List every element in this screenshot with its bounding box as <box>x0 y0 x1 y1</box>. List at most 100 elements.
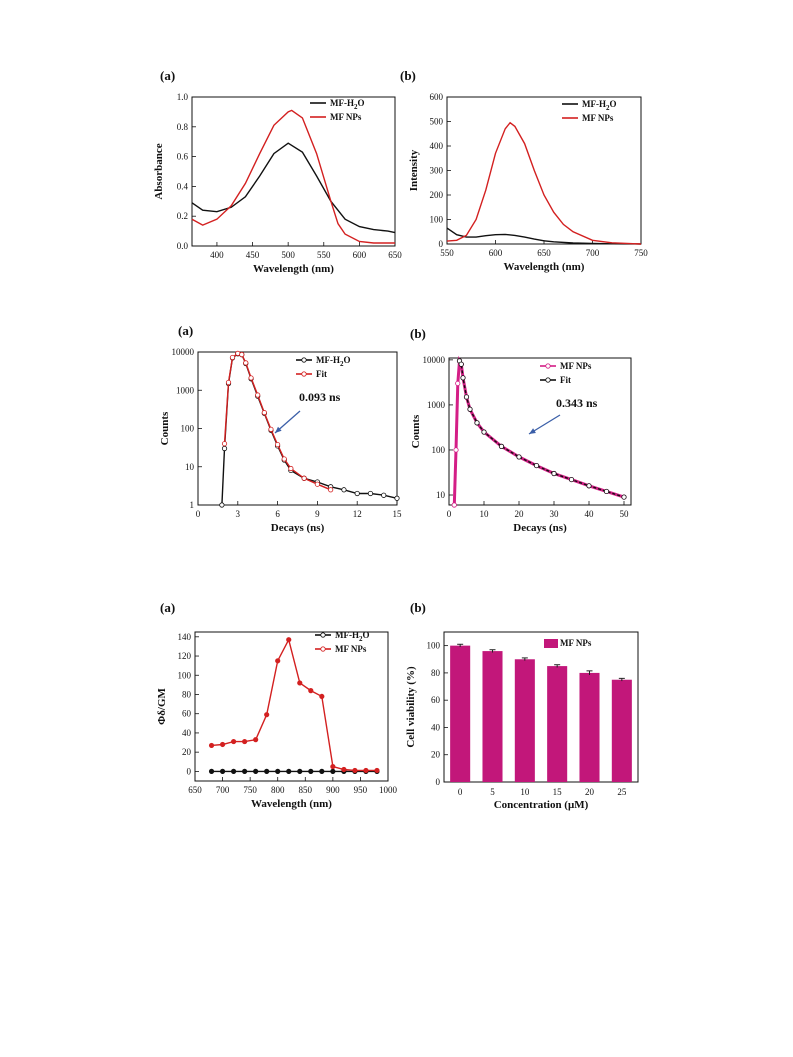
lifetime-annotation: 0.343 ns <box>556 396 598 410</box>
y-axis-title: Counts <box>410 414 422 448</box>
data-point <box>330 768 336 774</box>
legend-label-main: MF NPs <box>560 361 592 371</box>
chart-panel-4: (a) 0 20 40 60 80 100 120 140 650 700 750 800 850 900 9… <box>156 600 398 810</box>
data-point <box>253 768 259 774</box>
data-point <box>374 767 380 774</box>
data-point <box>314 481 320 487</box>
legend-marker <box>545 377 551 383</box>
y-tick-label: 0 <box>436 777 441 787</box>
data-point <box>453 447 459 453</box>
series-line <box>458 360 625 498</box>
x-tick-label: 6 <box>275 509 280 519</box>
data-point <box>308 688 314 694</box>
legend-marker <box>545 363 551 369</box>
legend-label: MF NPs <box>560 638 592 648</box>
data-point <box>341 766 347 773</box>
legend-label-main: MF-H <box>582 99 606 109</box>
chart-panel-5: (b) 0 20 40 60 80 100 0 5 10 15 20 25 Concentration (… <box>405 600 639 811</box>
y-tick-label: 10000 <box>172 347 195 357</box>
x-tick-label: 550 <box>317 250 331 260</box>
y-tick-label: 60 <box>431 695 441 705</box>
data-point <box>394 495 400 501</box>
data-point <box>261 410 267 416</box>
x-tick-label: 0 <box>447 509 452 519</box>
data-point <box>286 637 292 643</box>
y-tick-label: 20 <box>182 747 192 757</box>
plot-frame <box>194 631 389 782</box>
x-tick-label: 750 <box>243 785 257 795</box>
data-point <box>275 768 281 774</box>
data-point <box>381 492 387 498</box>
x-tick-label: 600 <box>489 248 503 258</box>
y-tick-label: 1000 <box>427 400 446 410</box>
x-tick-label: 12 <box>353 509 362 519</box>
legend-label-sub: 2 <box>340 360 344 368</box>
data-point <box>458 361 464 367</box>
y-axis-title: Cell viability (%) <box>405 666 417 748</box>
plot-frame <box>443 631 639 783</box>
data-point <box>208 742 215 749</box>
y-tick-label: 0 <box>439 239 444 249</box>
panel-label: (b) <box>410 600 426 615</box>
data-point <box>264 768 270 774</box>
bar <box>514 659 535 782</box>
series-line <box>191 109 395 244</box>
data-point <box>243 360 249 366</box>
x-tick-label: 40 <box>585 509 595 519</box>
legend-label: MF-H2O <box>582 99 617 112</box>
data-point <box>253 737 259 743</box>
data-point <box>451 502 457 508</box>
x-tick-label: 25 <box>617 787 627 797</box>
x-tick-label: 30 <box>550 509 560 519</box>
y-axis-title: Counts <box>159 411 171 445</box>
legend-label-tail: O <box>344 355 351 365</box>
panel-label: (a) <box>160 68 175 83</box>
legend-label: MF NPs <box>560 361 592 371</box>
data-point <box>221 441 228 447</box>
series-line <box>452 355 625 506</box>
x-tick-label: 400 <box>210 250 224 260</box>
y-tick-label: 10 <box>185 462 195 472</box>
legend-marker <box>301 357 307 363</box>
data-point <box>208 768 215 774</box>
x-tick-label: 650 <box>188 785 202 795</box>
legend-label: MF NPs <box>582 113 614 123</box>
data-point <box>533 462 540 469</box>
data-point <box>463 394 470 400</box>
lifetime-annotation: 0.093 ns <box>299 390 341 404</box>
legend-label-main: MF NPs <box>560 638 592 648</box>
chart-panel-0: (a) 0.0 0.2 0.4 0.6 0.8 1.0 400 450 500 550 600 650 W… <box>153 68 402 275</box>
x-tick-label: 15 <box>553 787 563 797</box>
data-point <box>229 354 236 361</box>
legend-label: MF-H2O <box>335 630 370 643</box>
y-tick-label: 1 <box>190 500 195 510</box>
data-point <box>586 483 592 489</box>
data-point <box>274 441 281 448</box>
data-point <box>319 693 325 700</box>
y-tick-label: 600 <box>430 92 444 102</box>
bar <box>482 651 503 782</box>
y-tick-label: 100 <box>432 445 446 455</box>
legend-swatch <box>544 639 558 648</box>
y-tick-label: 80 <box>182 689 192 699</box>
plot-frame <box>448 357 632 506</box>
series-line <box>211 637 377 772</box>
data-point <box>219 741 226 748</box>
legend-label: MF-H2O <box>316 355 351 368</box>
x-tick-label: 600 <box>353 250 367 260</box>
x-tick-label: 550 <box>440 248 454 258</box>
y-tick-label: 0 <box>187 766 192 776</box>
x-axis-title: Wavelength (nm) <box>251 798 332 810</box>
bar <box>611 679 632 782</box>
panel-label: (a) <box>160 600 175 615</box>
series-line <box>446 227 642 245</box>
data-point <box>319 768 325 774</box>
x-axis-title: Decays (ns) <box>513 522 567 534</box>
data-point <box>308 768 314 774</box>
data-point <box>221 445 228 452</box>
legend-label-tail: O <box>358 98 365 108</box>
annotation-arrowhead <box>275 426 282 433</box>
data-point <box>225 379 232 386</box>
